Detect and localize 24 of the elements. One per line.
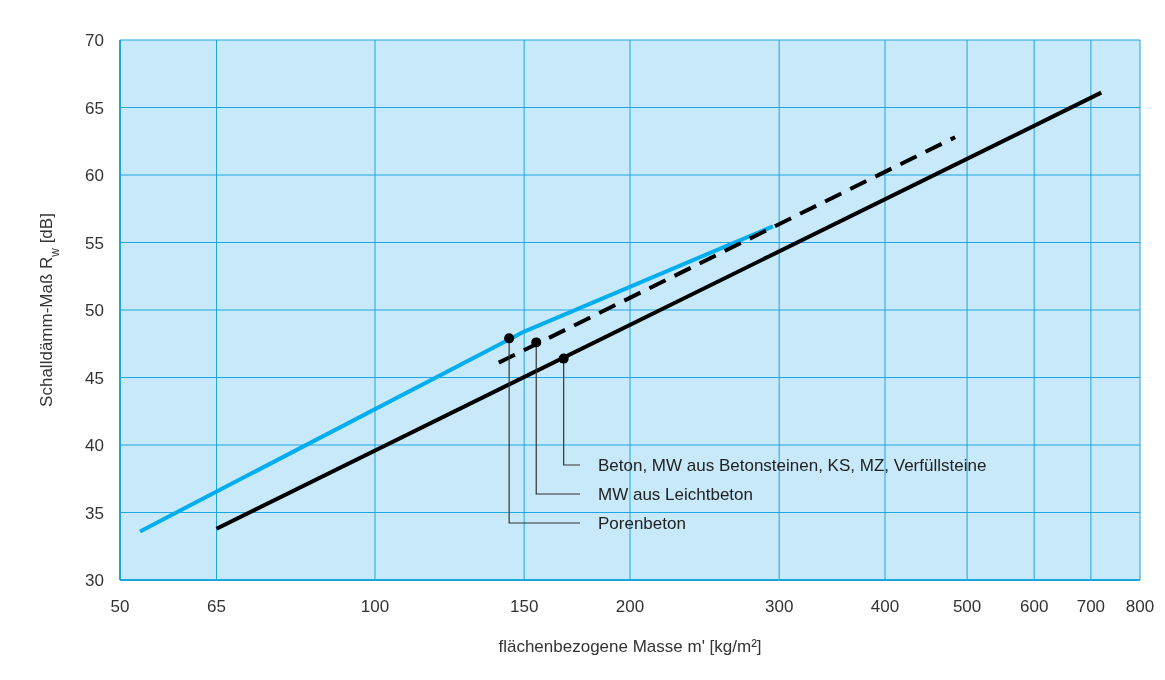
x-tick-label: 150 bbox=[509, 597, 539, 617]
x-tick-label: 500 bbox=[952, 597, 982, 617]
x-tick-label: 50 bbox=[110, 597, 130, 617]
x-tick-label: 100 bbox=[360, 597, 390, 617]
y-tick-label: 70 bbox=[85, 31, 104, 51]
x-tick-label: 600 bbox=[1019, 597, 1049, 617]
x-axis-title: flächenbezogene Masse m' [kg/m²] bbox=[498, 637, 762, 656]
annotation: Porenbeton bbox=[598, 514, 686, 533]
annotation: MW aus Leichtbeton bbox=[598, 485, 753, 504]
annotation: Beton, MW aus Betonsteinen, KS, MZ, Verfüllsteine bbox=[598, 456, 987, 475]
y-tick-label: 30 bbox=[85, 571, 104, 591]
y-tick-label: 35 bbox=[85, 503, 104, 523]
x-tick-label: 800 bbox=[1125, 597, 1155, 617]
y-tick-label: 65 bbox=[85, 98, 104, 118]
y-tick-label: 45 bbox=[85, 368, 104, 388]
y-tick-label: 50 bbox=[85, 301, 104, 321]
y-tick-label: 60 bbox=[85, 166, 104, 186]
x-tick-label: 65 bbox=[207, 597, 226, 617]
x-tick-label: 400 bbox=[870, 597, 900, 617]
x-tick-label: 700 bbox=[1076, 597, 1106, 617]
x-tick-label: 300 bbox=[764, 597, 794, 617]
x-tick-label: 200 bbox=[615, 597, 645, 617]
y-tick-label: 40 bbox=[85, 436, 104, 456]
y-tick-label: 55 bbox=[85, 233, 104, 253]
